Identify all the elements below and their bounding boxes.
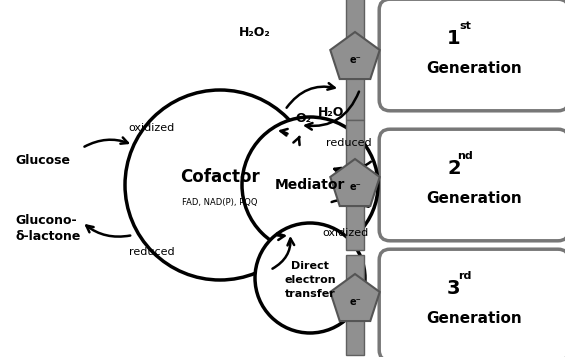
Text: 3: 3 <box>447 279 460 298</box>
Text: oxidized: oxidized <box>129 123 175 133</box>
FancyBboxPatch shape <box>379 129 565 241</box>
Polygon shape <box>331 274 380 321</box>
Text: 2: 2 <box>447 159 460 178</box>
Text: δ-lactone: δ-lactone <box>15 231 80 243</box>
FancyBboxPatch shape <box>379 0 565 111</box>
Text: e⁻: e⁻ <box>349 55 361 65</box>
Text: 1: 1 <box>447 29 460 48</box>
Text: Generation: Generation <box>426 61 522 76</box>
Text: rd: rd <box>458 271 472 281</box>
Bar <box>346 255 364 355</box>
FancyBboxPatch shape <box>379 249 565 357</box>
Text: Cofactor: Cofactor <box>180 168 260 186</box>
Text: Mediator: Mediator <box>275 178 345 192</box>
Text: Glucose: Glucose <box>15 154 70 166</box>
Text: oxidized: oxidized <box>322 228 368 238</box>
Text: Generation: Generation <box>426 311 522 326</box>
Text: transfer: transfer <box>285 289 336 299</box>
Text: Generation: Generation <box>426 191 522 206</box>
Text: electron: electron <box>284 275 336 285</box>
Text: O₂: O₂ <box>295 111 311 125</box>
Text: st: st <box>459 21 471 31</box>
Text: FAD, NAD(P), PQQ: FAD, NAD(P), PQQ <box>182 198 258 207</box>
Polygon shape <box>331 159 380 206</box>
Text: Direct: Direct <box>291 261 329 271</box>
Text: H₂O₂: H₂O₂ <box>239 25 271 39</box>
Text: reduced: reduced <box>129 247 175 257</box>
Text: reduced: reduced <box>326 138 372 148</box>
Circle shape <box>255 223 365 333</box>
Text: e⁻: e⁻ <box>349 182 361 192</box>
Polygon shape <box>331 32 380 79</box>
Text: e⁻: e⁻ <box>349 297 361 307</box>
Circle shape <box>125 90 315 280</box>
Text: H₂O: H₂O <box>318 106 345 119</box>
Text: Glucono-: Glucono- <box>15 213 77 226</box>
Bar <box>346 0 364 120</box>
Bar <box>346 120 364 250</box>
Text: nd: nd <box>457 151 473 161</box>
Circle shape <box>242 117 378 253</box>
